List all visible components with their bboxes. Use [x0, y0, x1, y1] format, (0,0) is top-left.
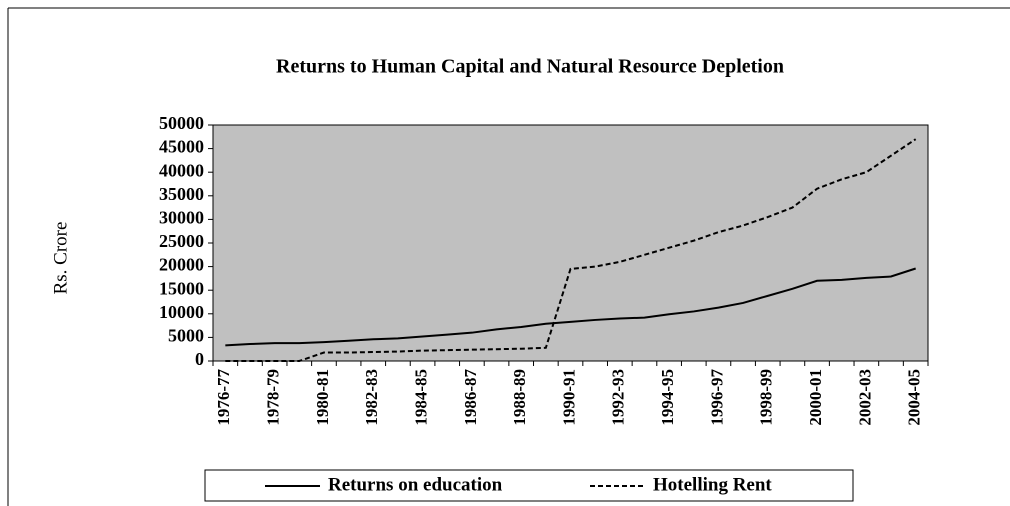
x-tick-label: 1994-95 — [658, 369, 677, 426]
x-tick-label: 1980-81 — [313, 369, 332, 426]
x-tick-label: 1988-89 — [510, 369, 529, 426]
y-tick-label: 45000 — [159, 137, 204, 157]
x-tick-label: 1992-93 — [609, 369, 628, 426]
x-tick-label: 1976-77 — [214, 369, 233, 426]
y-tick-label: 30000 — [159, 208, 204, 228]
line-series — [225, 267, 916, 347]
x-tick-label: 2000-01 — [806, 369, 825, 426]
legend-label: Hotelling Rent — [653, 474, 772, 495]
y-tick-label: 35000 — [159, 184, 204, 204]
x-tick-label: 1982-83 — [362, 369, 381, 426]
y-tick-label: 0 — [195, 349, 204, 369]
legend-label: Returns on education — [328, 474, 503, 495]
y-tick-label: 5000 — [168, 326, 204, 346]
y-tick-label: 25000 — [159, 231, 204, 251]
x-tick-label: 1984-85 — [411, 369, 430, 426]
y-axis-label: Rs. Crore — [50, 222, 71, 295]
y-tick-label: 50000 — [159, 113, 204, 133]
y-tick-label: 20000 — [159, 255, 204, 275]
x-tick-label: 1978-79 — [264, 369, 283, 426]
x-tick-label: 1996-97 — [707, 369, 726, 426]
chart-title: Returns to Human Capital and Natural Res… — [276, 56, 784, 78]
plot-area — [212, 124, 929, 362]
x-tick-label: 2002-03 — [855, 369, 874, 426]
x-tick-label: 2004-05 — [905, 369, 924, 426]
x-tick-label: 1986-87 — [461, 369, 480, 426]
line-series — [225, 138, 917, 362]
x-tick-label: 1998-99 — [757, 369, 776, 426]
y-tick-label: 10000 — [159, 302, 204, 322]
x-tick-label: 1990-91 — [559, 369, 578, 426]
y-tick-label: 40000 — [159, 160, 204, 180]
y-tick-label: 15000 — [159, 278, 204, 298]
